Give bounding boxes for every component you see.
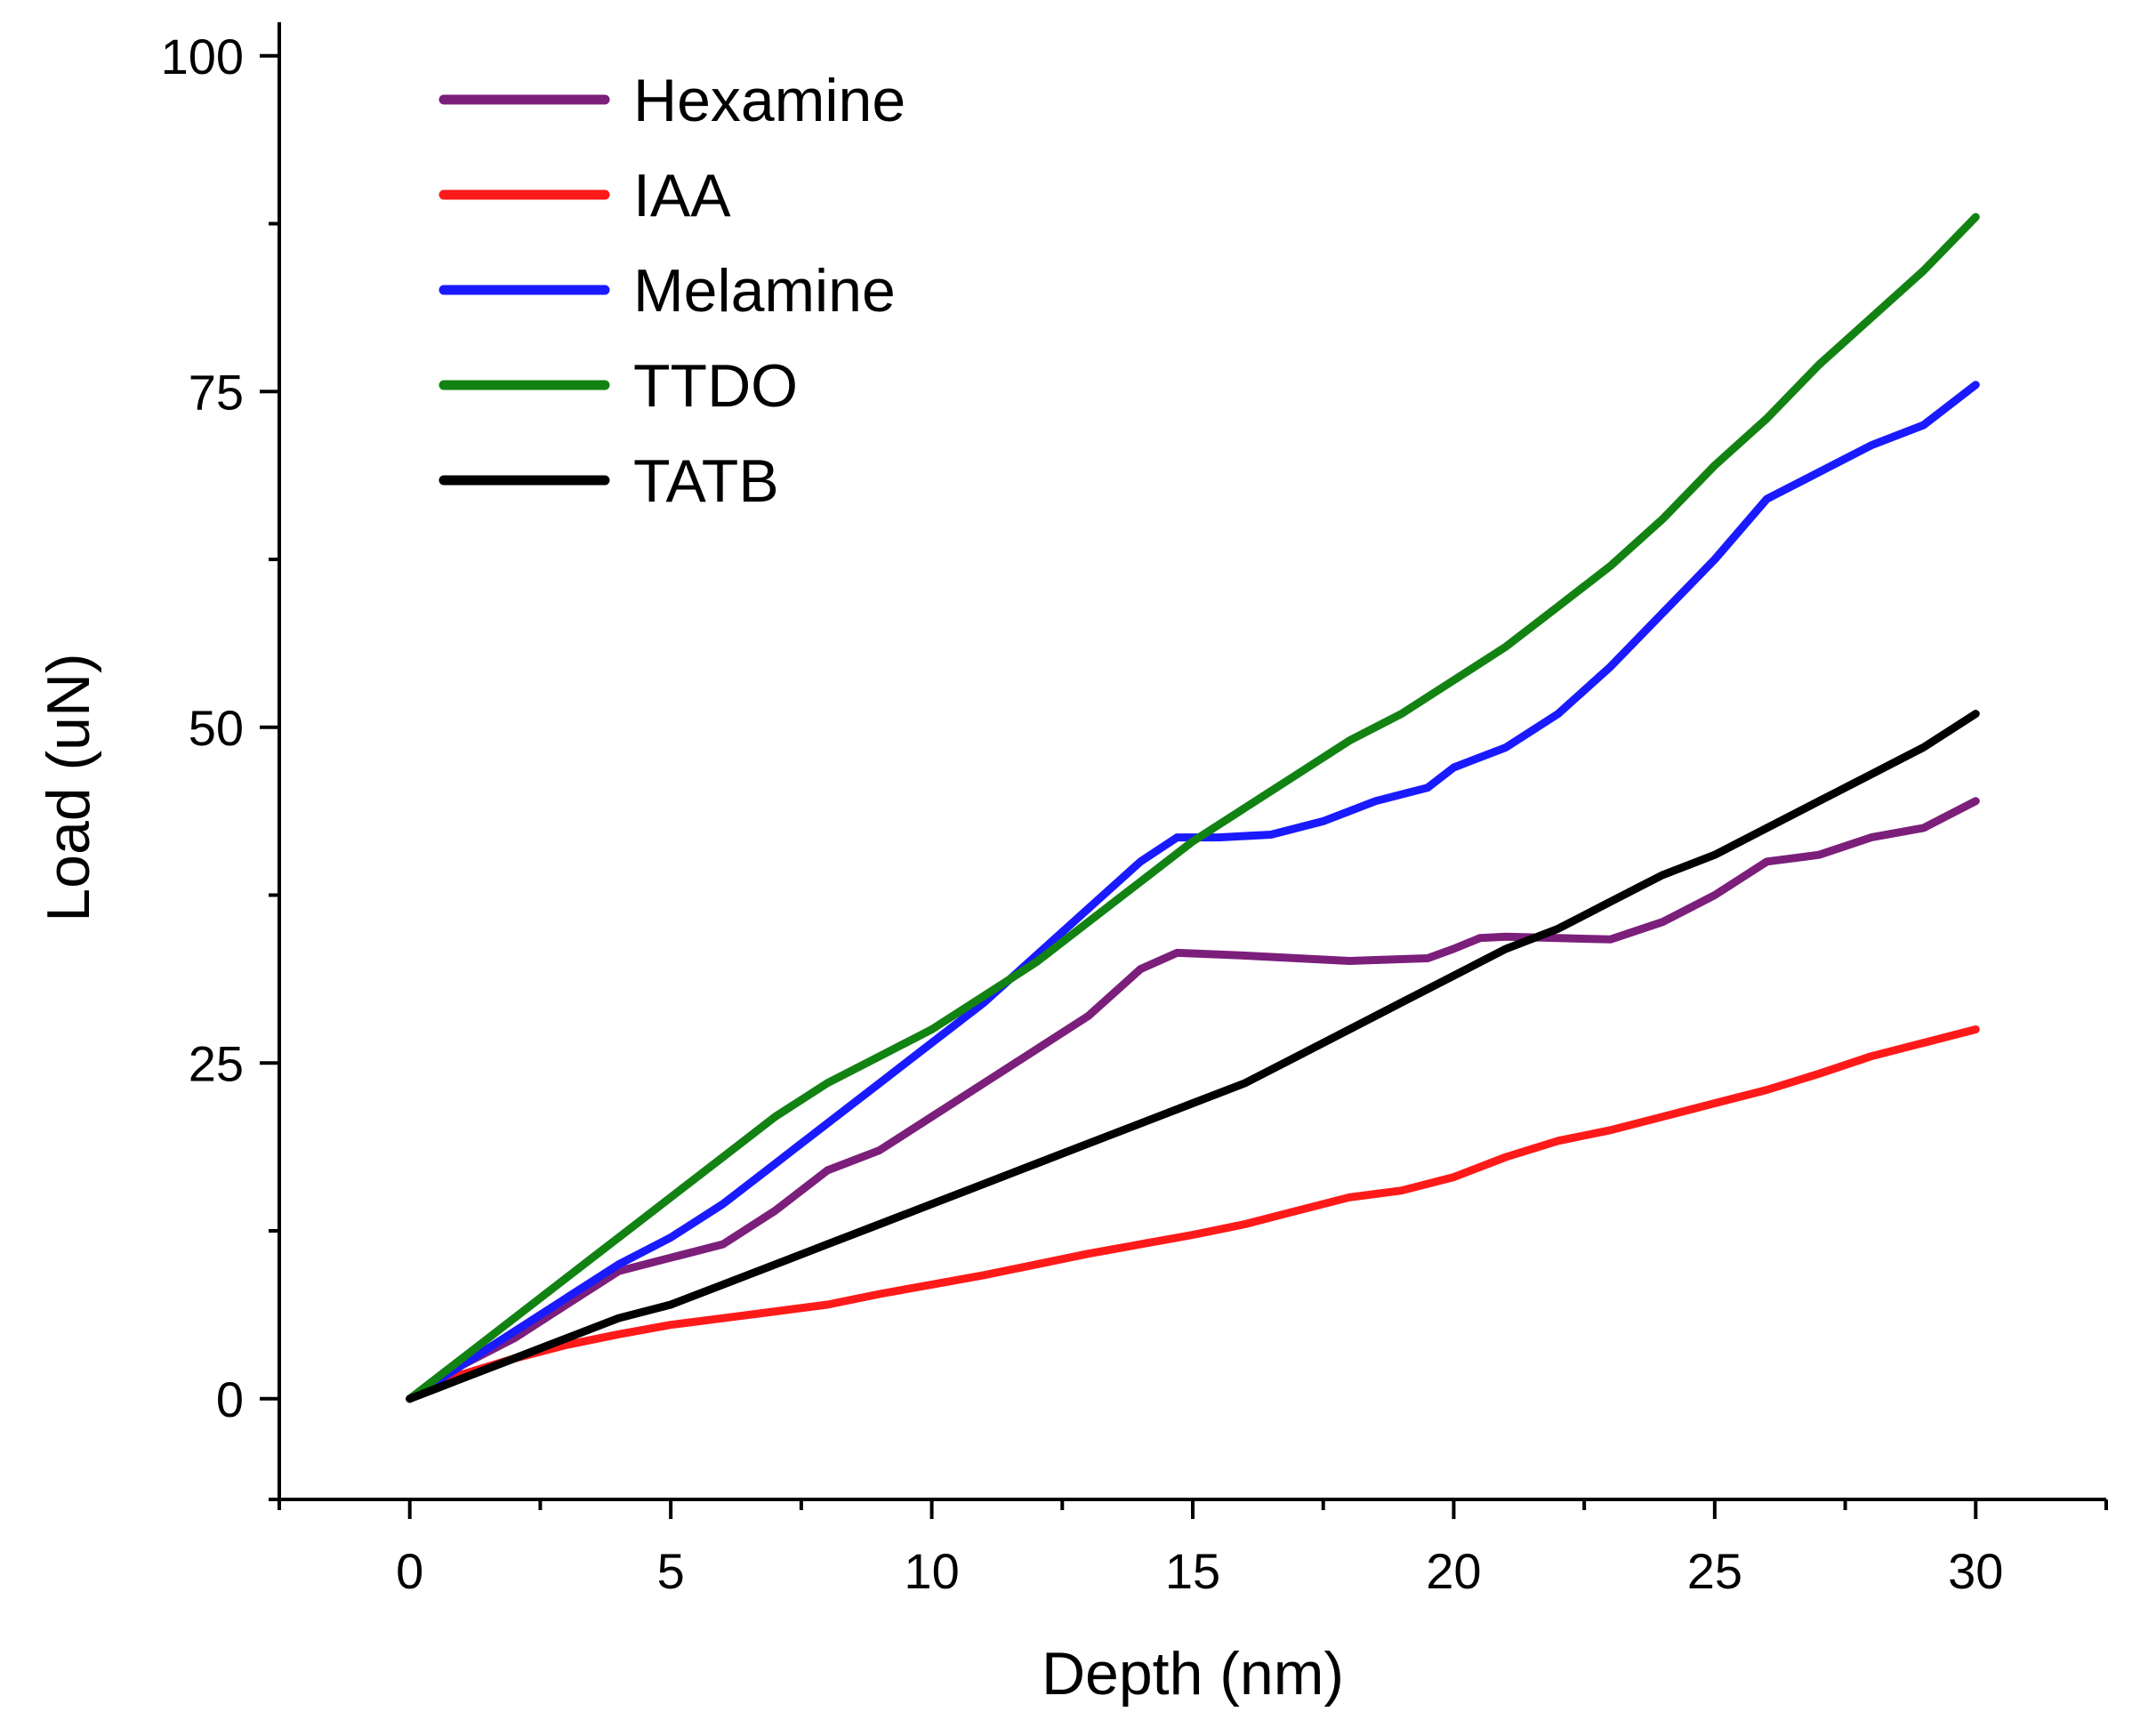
legend-label-hexamine: Hexamine bbox=[633, 67, 905, 134]
x-tick-label: 15 bbox=[1165, 1543, 1220, 1599]
x-axis-title: Depth (nm) bbox=[1042, 1640, 1344, 1708]
legend-label-tatb: TATB bbox=[633, 447, 779, 515]
series-line-hexamine bbox=[406, 797, 1980, 1403]
series-line-tatb bbox=[406, 710, 1980, 1403]
series-line-melamine bbox=[406, 381, 1980, 1403]
x-tick-label: 30 bbox=[1948, 1543, 2003, 1599]
series-line-ttdo bbox=[406, 213, 1980, 1403]
y-tick-labels: 0 25 50 75 100 bbox=[161, 28, 244, 1427]
x-tick-label: 0 bbox=[396, 1543, 423, 1599]
y-tick-label: 100 bbox=[161, 28, 244, 84]
x-tick-label: 25 bbox=[1687, 1543, 1742, 1599]
series-line-iaa bbox=[406, 1025, 1980, 1403]
x-tick-label: 5 bbox=[657, 1543, 685, 1599]
axes-frame bbox=[278, 22, 2106, 1501]
y-tick-label: 50 bbox=[189, 700, 244, 756]
legend-label-ttdo: TTDO bbox=[633, 352, 798, 420]
legend: Hexamine IAA Melamine TTDO TATB bbox=[438, 67, 905, 515]
x-tick-label: 20 bbox=[1426, 1543, 1481, 1599]
x-tick-label: 10 bbox=[904, 1543, 959, 1599]
y-tick-label: 75 bbox=[189, 364, 244, 420]
y-tick-label: 25 bbox=[189, 1035, 244, 1091]
plot-series bbox=[406, 213, 1980, 1403]
y-tick-label: 0 bbox=[216, 1371, 244, 1427]
legend-label-melamine: Melamine bbox=[633, 257, 896, 325]
x-tick-labels: 0 5 10 15 20 25 30 bbox=[396, 1543, 2003, 1599]
y-axis-title: Load (uN) bbox=[35, 653, 102, 921]
legend-label-iaa: IAA bbox=[633, 162, 731, 229]
